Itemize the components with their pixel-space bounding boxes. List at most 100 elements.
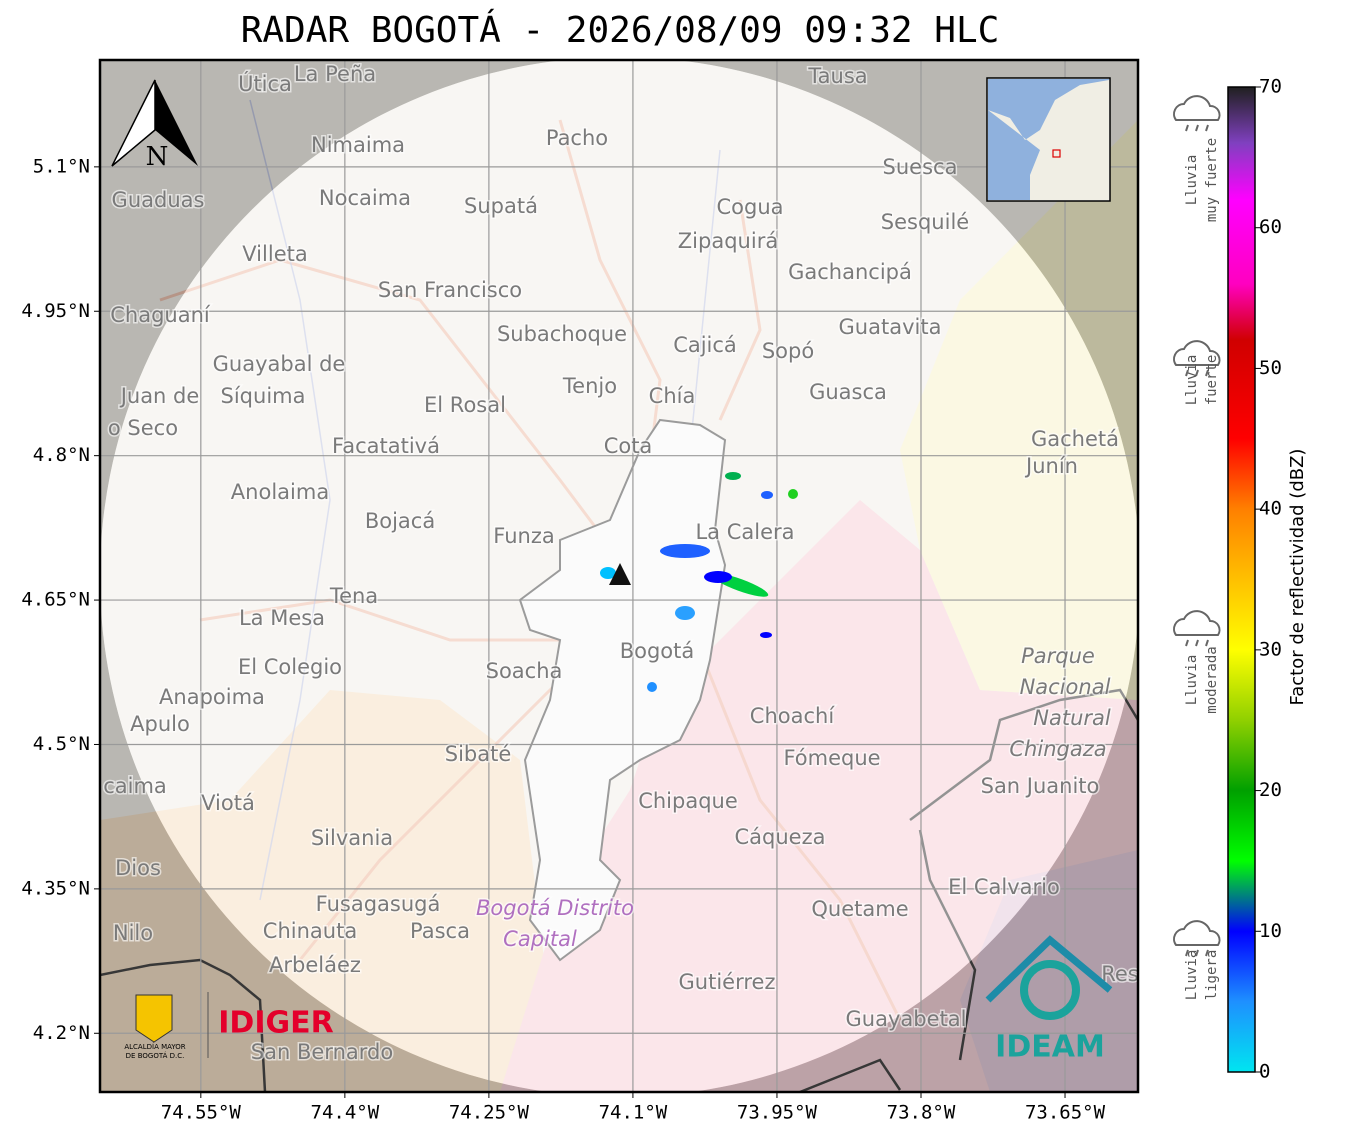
place-label: Juan de [119, 384, 200, 408]
x-tick-label: 73.95°W [737, 1102, 818, 1124]
place-label: Sibaté [445, 742, 512, 766]
place-label: Tenjo [562, 374, 617, 398]
y-tick-label: 4.8°N [33, 444, 90, 466]
place-label: Choachí [750, 704, 836, 728]
place-label: Cogua [716, 195, 783, 219]
place-label: Silvania [311, 826, 393, 850]
echo [761, 491, 773, 499]
place-label: Facatativá [332, 434, 440, 458]
place-label: Gachetá [1031, 427, 1119, 451]
place-label: Supatá [464, 194, 538, 218]
colorbar-tick-label: 40 [1259, 498, 1282, 520]
place-label: El Calvario [948, 875, 1060, 899]
cloud-icon [1173, 610, 1221, 636]
x-tick-label: 74.4°W [311, 1102, 380, 1124]
y-tick-label: 4.65°N [21, 589, 90, 611]
place-label: Útica [238, 71, 292, 96]
colorbar-tick-label: 50 [1259, 357, 1282, 379]
place-label: Cáqueza [735, 825, 826, 849]
colorbar-tick-label: 70 [1259, 76, 1282, 98]
place-label: Zipaquirá [678, 229, 778, 253]
place-label: Pacho [546, 126, 608, 150]
place-label: Nimaima [311, 133, 405, 157]
place-label: Chipaque [638, 789, 738, 813]
colorbar-label: Factor de reflectividad (dBZ) [1287, 449, 1308, 706]
rain-drops [1185, 639, 1209, 647]
colorbar-tick-label: 10 [1259, 920, 1282, 942]
cloud-icon [1173, 340, 1221, 366]
x-tick-label: 74.25°W [449, 1102, 530, 1124]
colorbar-ticks: 0 10 20 30 40 50 60 70 [1255, 76, 1282, 1083]
place-label: Funza [493, 524, 554, 548]
echo [704, 571, 732, 583]
place-label: La Calera [695, 520, 794, 544]
place-label: Gachancipá [788, 260, 912, 284]
place-label: Soacha [486, 659, 563, 683]
y-tick-label: 4.35°N [21, 877, 90, 899]
place-label: Subachoque [497, 322, 627, 346]
place-label: Tena [329, 584, 378, 608]
grid [100, 60, 1138, 1092]
map-area: Útica La Peña Tausa Pacho Nimaima Suesca Guadu… [100, 60, 1138, 1092]
place-label: Anolaima [231, 480, 329, 504]
place-label: Chinauta [263, 919, 357, 943]
place-label: Nilo [113, 921, 153, 945]
place-label: Junín [1024, 454, 1078, 478]
x-tick-label: 73.65°W [1025, 1102, 1106, 1124]
rain-level-label: Lluvia [1184, 355, 1200, 406]
y-tick-label: 5.1°N [33, 155, 90, 177]
echo [760, 632, 772, 638]
cloud-icon [1173, 920, 1221, 946]
rain-level-label: ligera [1204, 950, 1220, 1001]
rain-drops [1185, 949, 1209, 957]
place-label: La Peña [294, 62, 376, 86]
place-label: caima [103, 774, 167, 798]
rain-level-label: moderada [1204, 646, 1220, 713]
echo [660, 544, 710, 558]
echo [788, 489, 798, 499]
rain-level-label: Lluvia [1184, 155, 1200, 206]
colorbar [1227, 86, 1256, 1073]
place-label: Chía [649, 384, 696, 408]
rain-level-label: muy fuerte [1204, 138, 1220, 222]
logo-ideam: IDEAM [985, 935, 1113, 1065]
rain-level: Lluvia fuerte [1173, 340, 1221, 406]
colorbar-tick-label: 60 [1259, 216, 1282, 238]
rain-drops [1185, 124, 1209, 132]
department-boundary-sw [100, 958, 267, 1092]
place-label: Guayabal de [213, 352, 346, 376]
echo [647, 682, 657, 692]
place-label: Cota [604, 434, 653, 458]
y-tick-label: 4.95°N [21, 300, 90, 322]
place-label: Quetame [811, 897, 908, 921]
place-label: Nocaima [319, 186, 411, 210]
north-label: N [146, 142, 169, 172]
place-label-italic: Nacional [1020, 675, 1111, 699]
place-label: Arbeláez [269, 953, 361, 977]
axis-ticks: 74.55°W 74.4°W 74.25°W 74.1°W 73.95°W 73.8°W 7… [21, 155, 1105, 1123]
place-label: Bojacá [365, 509, 435, 533]
place-label: Chaguaní [110, 303, 211, 327]
place-label: Tausa [807, 64, 867, 88]
place-label: Suesca [883, 155, 958, 179]
axes-frame [98, 58, 1140, 1094]
place-label: Villeta [242, 242, 307, 266]
place-label: Gutiérrez [679, 970, 776, 994]
rain-level-label: Lluvia [1184, 655, 1200, 706]
inset-map [986, 77, 1111, 202]
place-label: San Francisco [378, 278, 522, 302]
place-label: Síquima [221, 384, 306, 408]
x-tick-label: 74.1°W [599, 1102, 668, 1124]
x-tick-label: 73.8°W [887, 1102, 956, 1124]
y-tick-label: 4.2°N [33, 1022, 90, 1044]
place-label: Anapoima [159, 685, 265, 709]
place-label: Guatavita [839, 315, 942, 339]
place-label-italic: Parque [1021, 644, 1095, 668]
place-label: Guasca [809, 380, 887, 404]
north-arrow: N [111, 79, 198, 172]
rain-level-label: fuerte [1204, 355, 1220, 406]
logo-idiger: IDIGER [218, 1006, 333, 1041]
place-label: Dios [115, 856, 161, 880]
rain-level: Lluvia ligera [1173, 920, 1221, 1001]
place-label: Sopó [762, 339, 814, 363]
